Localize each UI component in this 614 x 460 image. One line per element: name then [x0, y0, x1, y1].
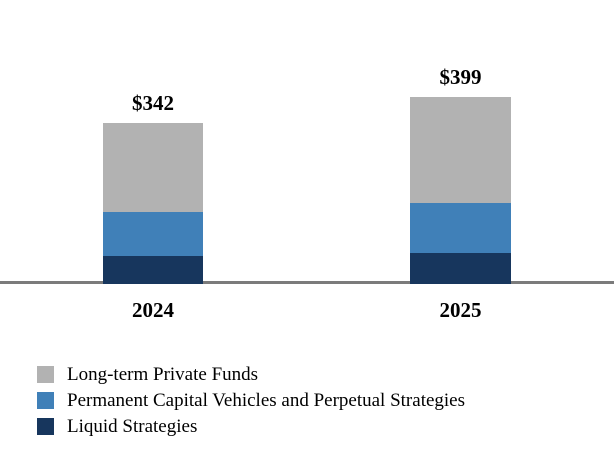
category-label-2025: 2025: [439, 298, 482, 322]
category-label-2024: 2024: [132, 298, 174, 322]
legend-label: Liquid Strategies: [67, 416, 198, 437]
chart-legend: Long-term Private Funds Permanent Capital…: [37, 365, 465, 436]
segment-long-term-private-funds: [103, 123, 203, 212]
total-label-2024: $342: [132, 91, 174, 116]
segment-liquid-strategies: [410, 253, 511, 284]
legend-swatch-icon: [37, 366, 54, 383]
bar-stack-2025: [410, 96, 511, 284]
legend-item-long-term-private-funds: Long-term Private Funds: [37, 365, 465, 384]
segment-long-term-private-funds: [410, 96, 511, 204]
legend-label: Long-term Private Funds: [67, 364, 259, 385]
segment-permanent-capital-vehicles-and-perpetual-strategies: [103, 211, 203, 256]
plot-area: $342 $399: [0, 64, 614, 284]
bar-group-2025: $399: [410, 64, 511, 284]
total-label-2025: $399: [439, 64, 482, 89]
category-axis: 2024 2025: [0, 298, 614, 328]
segment-permanent-capital-vehicles-and-perpetual-strategies: [410, 203, 511, 253]
legend-swatch-icon: [37, 418, 54, 435]
legend-item-liquid-strategies: Liquid Strategies: [37, 417, 465, 436]
legend-swatch-icon: [37, 392, 54, 409]
segment-liquid-strategies: [103, 255, 203, 284]
x-axis-line: [0, 281, 614, 284]
bar-stack-2024: [103, 123, 203, 284]
legend-item-permanent-capital-vehicles-and-perpetual-strategies: Permanent Capital Vehicles and Perpetual…: [37, 391, 465, 410]
bar-group-2024: $342: [103, 93, 203, 284]
legend-label: Permanent Capital Vehicles and Perpetual…: [67, 390, 466, 411]
